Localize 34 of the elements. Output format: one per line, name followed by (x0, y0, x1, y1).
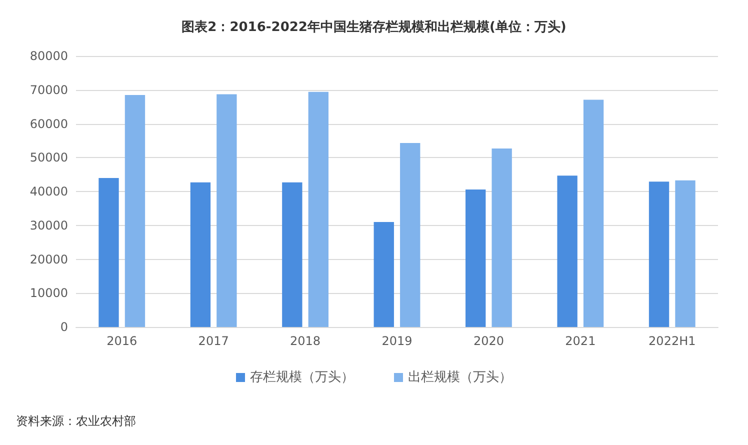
bar (492, 148, 512, 327)
y-tick-label: 10000 (30, 286, 68, 300)
y-tick-label: 30000 (30, 218, 68, 232)
y-tick-label: 80000 (30, 49, 68, 63)
y-tick-label: 50000 (30, 150, 68, 165)
bar (190, 182, 211, 327)
bar (308, 92, 328, 327)
x-tick-label: 2020 (473, 334, 504, 348)
y-tick-label: 40000 (30, 184, 68, 198)
x-tick-label: 2017 (198, 334, 229, 348)
x-tick-label: 2016 (106, 334, 138, 348)
bar (675, 180, 696, 327)
bar (466, 189, 486, 327)
y-tick-label: 0 (60, 320, 68, 334)
x-tick-label: 2021 (565, 334, 596, 348)
bar (216, 94, 237, 327)
bar (400, 143, 420, 327)
y-tick-label: 60000 (30, 116, 68, 131)
text: 资料来源：农业农村部 (16, 414, 136, 428)
x-tick-label: 2019 (382, 334, 412, 348)
chart-title: 图表2：2016-2022年中国生猪存栏规模和出栏规模(单位：万头) (182, 19, 566, 35)
bar (648, 182, 670, 327)
legend-label: 存栏规模（万头） (250, 370, 354, 385)
x-tick-label: 2022H1 (648, 334, 696, 348)
x-tick-label: 2018 (290, 334, 321, 348)
y-tick-label: 20000 (30, 252, 68, 266)
bar (583, 100, 604, 327)
bar (98, 178, 119, 327)
bar (282, 182, 302, 327)
legend-label: 出栏规模（万头） (408, 370, 512, 385)
y-tick-label: 70000 (30, 82, 68, 97)
bar (557, 176, 578, 327)
bar (374, 222, 394, 327)
bar (124, 94, 146, 327)
